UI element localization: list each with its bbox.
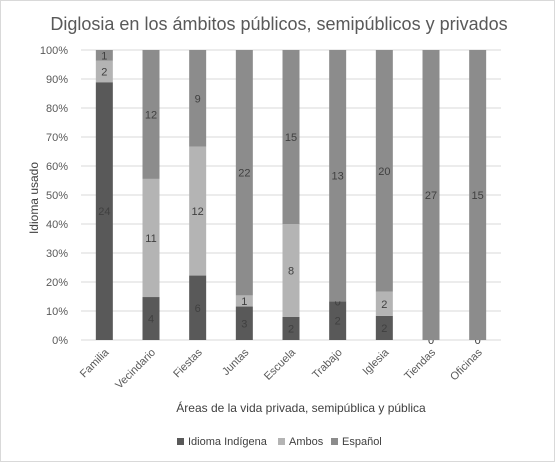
legend-label: Ambos bbox=[289, 436, 324, 448]
y-tick-label: 30% bbox=[46, 248, 68, 260]
y-tick-label: 70% bbox=[46, 132, 68, 144]
bar-segment bbox=[375, 50, 393, 292]
bar-segment bbox=[375, 291, 393, 316]
legend-swatch bbox=[177, 438, 184, 445]
chart-title: Diglosia en los ámbitos públicos, semipú… bbox=[50, 14, 507, 34]
bar-segment bbox=[282, 224, 300, 317]
bar-segment bbox=[329, 301, 347, 340]
bar-segment bbox=[282, 50, 300, 224]
y-tick-label: 100% bbox=[40, 45, 68, 57]
data-label: 12 bbox=[145, 109, 157, 121]
y-tick-label: 80% bbox=[46, 103, 68, 115]
data-label: 2 bbox=[101, 66, 107, 78]
legend-swatch bbox=[331, 438, 338, 445]
x-tick-label: Trabajo bbox=[310, 347, 345, 382]
data-label: 2 bbox=[381, 323, 387, 335]
data-label: 8 bbox=[288, 265, 294, 277]
data-label: 24 bbox=[98, 206, 110, 218]
bar-segment bbox=[375, 315, 393, 340]
data-label: 20 bbox=[378, 166, 390, 178]
bar-segment bbox=[189, 275, 207, 340]
bar-segment bbox=[235, 306, 253, 340]
bar-segment bbox=[189, 50, 207, 147]
data-label: 4 bbox=[148, 314, 154, 326]
y-tick-label: 0% bbox=[52, 335, 68, 347]
data-label: 6 bbox=[195, 303, 201, 315]
data-label: 2 bbox=[381, 299, 387, 311]
x-tick-label: Escuela bbox=[262, 346, 299, 383]
bar-segment bbox=[422, 50, 440, 340]
legend-label: Español bbox=[342, 436, 382, 448]
data-label: 15 bbox=[285, 132, 297, 144]
x-tick-label: Iglesia bbox=[360, 346, 392, 378]
bar-segment bbox=[142, 50, 160, 179]
data-label: 9 bbox=[195, 93, 201, 105]
y-tick-label: 50% bbox=[46, 190, 68, 202]
data-label: 22 bbox=[238, 168, 250, 180]
y-tick-label: 60% bbox=[46, 161, 68, 173]
data-label: 13 bbox=[332, 171, 344, 183]
bar-segment bbox=[142, 178, 160, 298]
data-label: 2 bbox=[288, 323, 294, 335]
data-label: 3 bbox=[241, 318, 247, 330]
bar-segment bbox=[95, 60, 113, 83]
bar-segment bbox=[235, 295, 253, 307]
x-tick-label: Tiendas bbox=[402, 346, 438, 382]
bar-segment bbox=[329, 50, 347, 302]
x-axis-ticks: Familia Vecindario Fiestas Juntas Escuela Tra… bbox=[78, 346, 485, 391]
data-label: 15 bbox=[472, 190, 484, 202]
data-label: 2 bbox=[335, 316, 341, 328]
y-tick-label: 90% bbox=[46, 74, 68, 86]
x-tick-label: Fiestas bbox=[171, 346, 205, 380]
data-label: 1 bbox=[241, 296, 247, 308]
bar-segment bbox=[95, 82, 113, 340]
legend: Idioma Indígena Ambos Español bbox=[177, 436, 382, 448]
y-axis-ticks: 0% 10% 20% 30% 40% 50% 60% 70% 80% 90% 100% bbox=[40, 45, 68, 347]
legend-swatch bbox=[278, 438, 285, 445]
x-tick-label: Familia bbox=[78, 346, 112, 380]
y-tick-label: 40% bbox=[46, 219, 68, 231]
y-tick-label: 10% bbox=[46, 306, 68, 318]
x-axis-title: Áreas de la vida privada, semipública y … bbox=[176, 400, 426, 415]
bar-segment bbox=[189, 146, 207, 276]
data-label: 11 bbox=[145, 233, 156, 245]
x-tick-label: Oficinas bbox=[448, 346, 485, 383]
bar-segment bbox=[95, 50, 113, 61]
data-label: 1 bbox=[101, 50, 107, 62]
data-label: 0 bbox=[475, 335, 481, 347]
data-label: 0 bbox=[428, 335, 434, 347]
y-axis-title: Idioma usado bbox=[27, 162, 41, 234]
y-tick-label: 20% bbox=[46, 277, 68, 289]
bar-segment bbox=[142, 297, 160, 340]
x-tick-label: Vecindario bbox=[113, 347, 158, 392]
data-label: 27 bbox=[425, 190, 437, 202]
bar-segment bbox=[282, 316, 300, 340]
data-label: 12 bbox=[192, 206, 204, 218]
bar-segment bbox=[235, 50, 253, 296]
legend-label: Idioma Indígena bbox=[188, 436, 268, 448]
bar-segment bbox=[469, 50, 487, 340]
data-label: 0 bbox=[335, 296, 341, 308]
x-tick-label: Juntas bbox=[220, 346, 252, 378]
